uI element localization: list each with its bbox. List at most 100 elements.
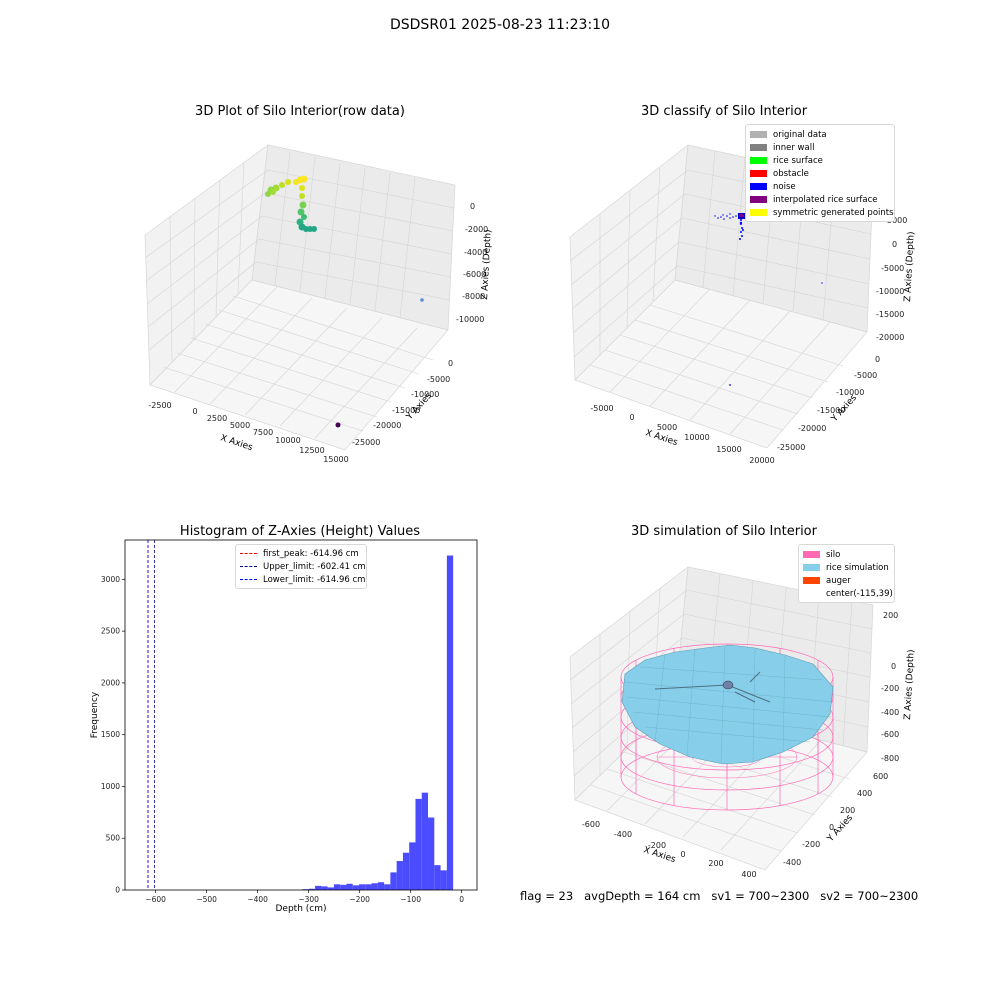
legend-swatch-inner-wall <box>750 144 767 151</box>
histogram-x-tick-label: −100 <box>400 895 421 904</box>
raw-outlier-point <box>420 298 424 302</box>
classify-z-tick: -20000 <box>876 333 904 342</box>
raw-y-ticks: 0 -5000 -10000 -15000 -20000 -25000 <box>352 359 453 447</box>
classify-y-tick: -25000 <box>777 443 805 452</box>
classify-z-tick: -15000 <box>876 310 904 319</box>
raw-z-tick: -8000 <box>462 292 485 301</box>
histogram-bar <box>371 883 378 890</box>
histogram-y-tick-label: 0 <box>115 886 120 895</box>
histogram-y-tick-label: 1000 <box>101 782 120 791</box>
histogram-y-ticks: 0 500 1000 1500 2000 2500 3000 <box>101 575 125 895</box>
histogram-bar <box>390 872 397 890</box>
simulation-z-tick: -800 <box>881 754 899 763</box>
histogram-bar <box>340 884 347 890</box>
legend-item: Upper_limit: -602.41 cm <box>240 560 366 573</box>
histogram-x-ticks: −600 −500 −400 −300 −200 −100 0 <box>145 890 464 904</box>
simulation-y-tick: 0 <box>829 823 834 832</box>
simulation-y-tick: 400 <box>857 789 872 798</box>
legend-line-first-peak <box>240 553 257 554</box>
legend-item: auger <box>803 574 890 587</box>
classify-outlier-point <box>821 282 823 284</box>
legend-label: Upper_limit: -602.41 cm <box>263 561 366 572</box>
raw-x-ticks: -2500 0 2500 5000 7500 10000 12500 15000 <box>148 401 348 464</box>
histogram-x-tick-label: −600 <box>145 895 166 904</box>
raw-x-tick: 12500 <box>299 446 324 455</box>
legend-label: auger <box>826 575 851 586</box>
histogram-vlines <box>147 540 155 890</box>
rice-surface-mesh <box>624 645 834 764</box>
legend-item: first_peak: -614.96 cm <box>240 547 362 560</box>
legend-line-lower-limit <box>240 579 257 580</box>
legend-swatch-interpolated <box>750 196 767 203</box>
histogram-bar <box>321 886 328 890</box>
classify-z-axis-label: Z Axies (Depth) <box>903 231 917 302</box>
legend-label: center(-115,39) <box>826 588 893 599</box>
classify-z-tick: 0 <box>892 240 897 249</box>
legend-label: silo <box>826 549 841 560</box>
histogram-bar <box>365 884 372 890</box>
histogram-bars <box>302 555 454 890</box>
legend-swatch-obstacle <box>750 170 767 177</box>
histogram-y-tick-label: 3000 <box>101 575 120 584</box>
classify-x-ticks: -5000 0 5000 10000 15000 20000 <box>590 404 774 465</box>
simulation-z-axis-label: Z Axies (Depth) <box>903 649 917 720</box>
legend-label: original data <box>773 129 827 140</box>
raw-x-tick: 10000 <box>275 436 300 445</box>
simulation-x-tick: -200 <box>648 841 666 850</box>
legend-item: center(-115,39) <box>803 587 893 600</box>
simulation-y-ticks: 600 400 200 0 -200 -400 <box>783 772 888 867</box>
legend-swatch-noise <box>750 183 767 190</box>
raw-plot-title: 3D Plot of Silo Interior(row data) <box>195 104 405 119</box>
simulation-x-tick: 200 <box>708 859 723 868</box>
histogram-title: Histogram of Z-Axies (Height) Values <box>179 524 421 539</box>
raw-y-tick: -10000 <box>411 390 439 399</box>
simulation-y-tick: -400 <box>783 858 801 867</box>
histogram-bar <box>434 865 441 890</box>
histogram-bar <box>446 555 454 890</box>
classify-x-tick: 0 <box>629 413 634 422</box>
raw-y-tick: -5000 <box>427 375 450 384</box>
raw-z-axis-label: Z Axies (Depth) <box>480 229 494 300</box>
legend-swatch-rice-simulation <box>803 564 820 571</box>
raw-outlier-point <box>335 422 341 428</box>
raw-grid <box>144 151 455 439</box>
simulation-x-tick: -400 <box>614 830 632 839</box>
classify-point-cloud <box>714 213 823 386</box>
raw-point-cloud <box>265 175 424 428</box>
raw-y-tick: -25000 <box>352 438 380 447</box>
classify-z-ticks: 5000 0 -5000 -10000 -15000 -20000 <box>876 216 907 342</box>
classify-y-tick: 0 <box>875 355 880 364</box>
legend-label: noise <box>773 181 796 192</box>
histogram-y-tick-label: 500 <box>106 834 121 843</box>
simulation-z-tick: -200 <box>881 684 899 693</box>
histogram-frame <box>124 539 478 891</box>
simulation-x-tick: 400 <box>741 870 756 879</box>
classify-x-tick: 15000 <box>716 445 741 454</box>
raw-3d-plot: -2500 0 2500 5000 7500 10000 12500 15000… <box>144 144 494 464</box>
classify-x-tick: -5000 <box>590 404 613 413</box>
raw-z-tick: 0 <box>470 202 475 211</box>
figure-title: DSDSR01 2025-08-23 11:23:10 <box>389 17 610 33</box>
simulation-legend: silo rice simulation auger center(-115,3… <box>798 544 895 603</box>
raw-x-tick: 15000 <box>323 455 348 464</box>
raw-z-tick: -4000 <box>464 248 487 257</box>
histogram-x-tick-label: −200 <box>349 895 370 904</box>
raw-y-tick: 0 <box>448 359 453 368</box>
histogram-bar <box>440 870 447 890</box>
histogram-bar <box>302 889 309 890</box>
classify-y-tick: -10000 <box>836 388 864 397</box>
simulation-z-tick: -400 <box>881 708 899 717</box>
legend-label: first_peak: -614.96 cm <box>263 548 359 559</box>
simulation-x-tick: -600 <box>582 820 600 829</box>
classify-legend: original data inner wall rice surface ob… <box>745 124 895 222</box>
histogram-x-tick-label: −300 <box>298 895 319 904</box>
classify-z-tick: -10000 <box>876 287 904 296</box>
histogram-x-tick-label: −400 <box>247 895 268 904</box>
legend-swatch-rice-surface <box>750 157 767 164</box>
legend-label: symmetric generated points <box>773 207 894 218</box>
histogram-bar <box>315 885 322 890</box>
histogram-bar <box>384 884 391 890</box>
classify-x-tick: 10000 <box>684 433 709 442</box>
legend-item: silo <box>803 548 890 561</box>
center-marker <box>722 680 734 690</box>
